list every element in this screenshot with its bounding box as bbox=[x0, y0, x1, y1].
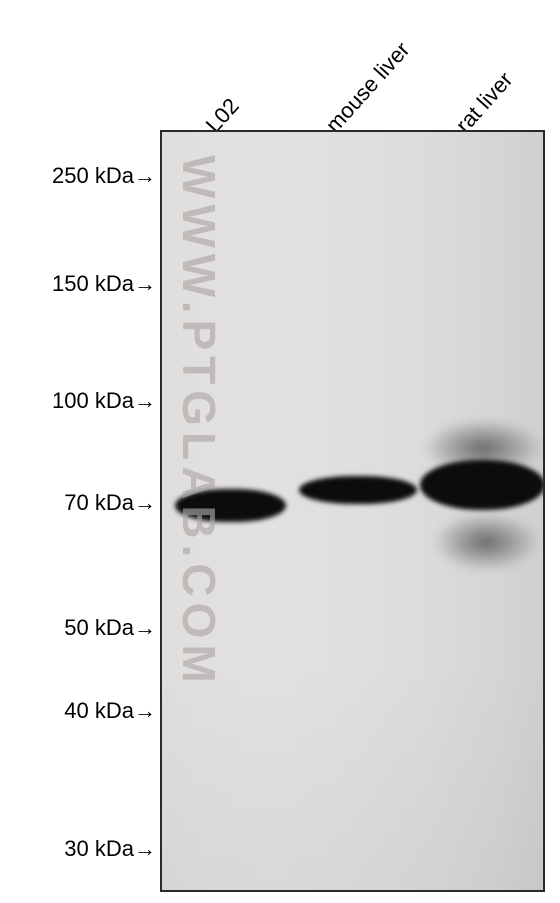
mw-label: 70 kDa bbox=[64, 490, 134, 515]
mw-marker-70kda: 70 kDa→ bbox=[0, 490, 156, 516]
lane-label-rat-liver: rat liver bbox=[451, 67, 519, 138]
blot-membrane bbox=[160, 130, 545, 892]
band-smear-rat-lower bbox=[432, 512, 540, 572]
mw-marker-150kda: 150 kDa→ bbox=[0, 271, 156, 297]
lane-label-mouse-liver: mouse liver bbox=[321, 37, 416, 138]
mw-label: 30 kDa bbox=[64, 836, 134, 861]
mw-marker-30kda: 30 kDa→ bbox=[0, 836, 156, 862]
band-rat-liver-74kda bbox=[420, 460, 545, 510]
mw-label: 100 kDa bbox=[52, 388, 134, 413]
arrow-icon: → bbox=[134, 163, 156, 188]
blot-figure: L02 mouse liver rat liver WWW.PTGLAB.COM… bbox=[0, 0, 560, 903]
mw-marker-100kda: 100 kDa→ bbox=[0, 388, 156, 414]
blot-vignette bbox=[162, 663, 543, 890]
mw-marker-40kda: 40 kDa→ bbox=[0, 698, 156, 724]
arrow-icon: → bbox=[134, 388, 156, 413]
band-l02-70kda bbox=[175, 489, 286, 522]
mw-label: 40 kDa bbox=[64, 698, 134, 723]
mw-label: 150 kDa bbox=[52, 271, 134, 296]
mw-label: 50 kDa bbox=[64, 615, 134, 640]
mw-marker-50kda: 50 kDa→ bbox=[0, 615, 156, 641]
arrow-icon: → bbox=[134, 615, 156, 640]
mw-marker-250kda: 250 kDa→ bbox=[0, 163, 156, 189]
lane-labels-group: L02 mouse liver rat liver bbox=[0, 0, 560, 130]
arrow-icon: → bbox=[134, 698, 156, 723]
arrow-icon: → bbox=[134, 836, 156, 861]
arrow-icon: → bbox=[134, 271, 156, 296]
band-mouse-liver-72kda bbox=[299, 476, 417, 504]
mw-label: 250 kDa bbox=[52, 163, 134, 188]
arrow-icon: → bbox=[134, 490, 156, 515]
